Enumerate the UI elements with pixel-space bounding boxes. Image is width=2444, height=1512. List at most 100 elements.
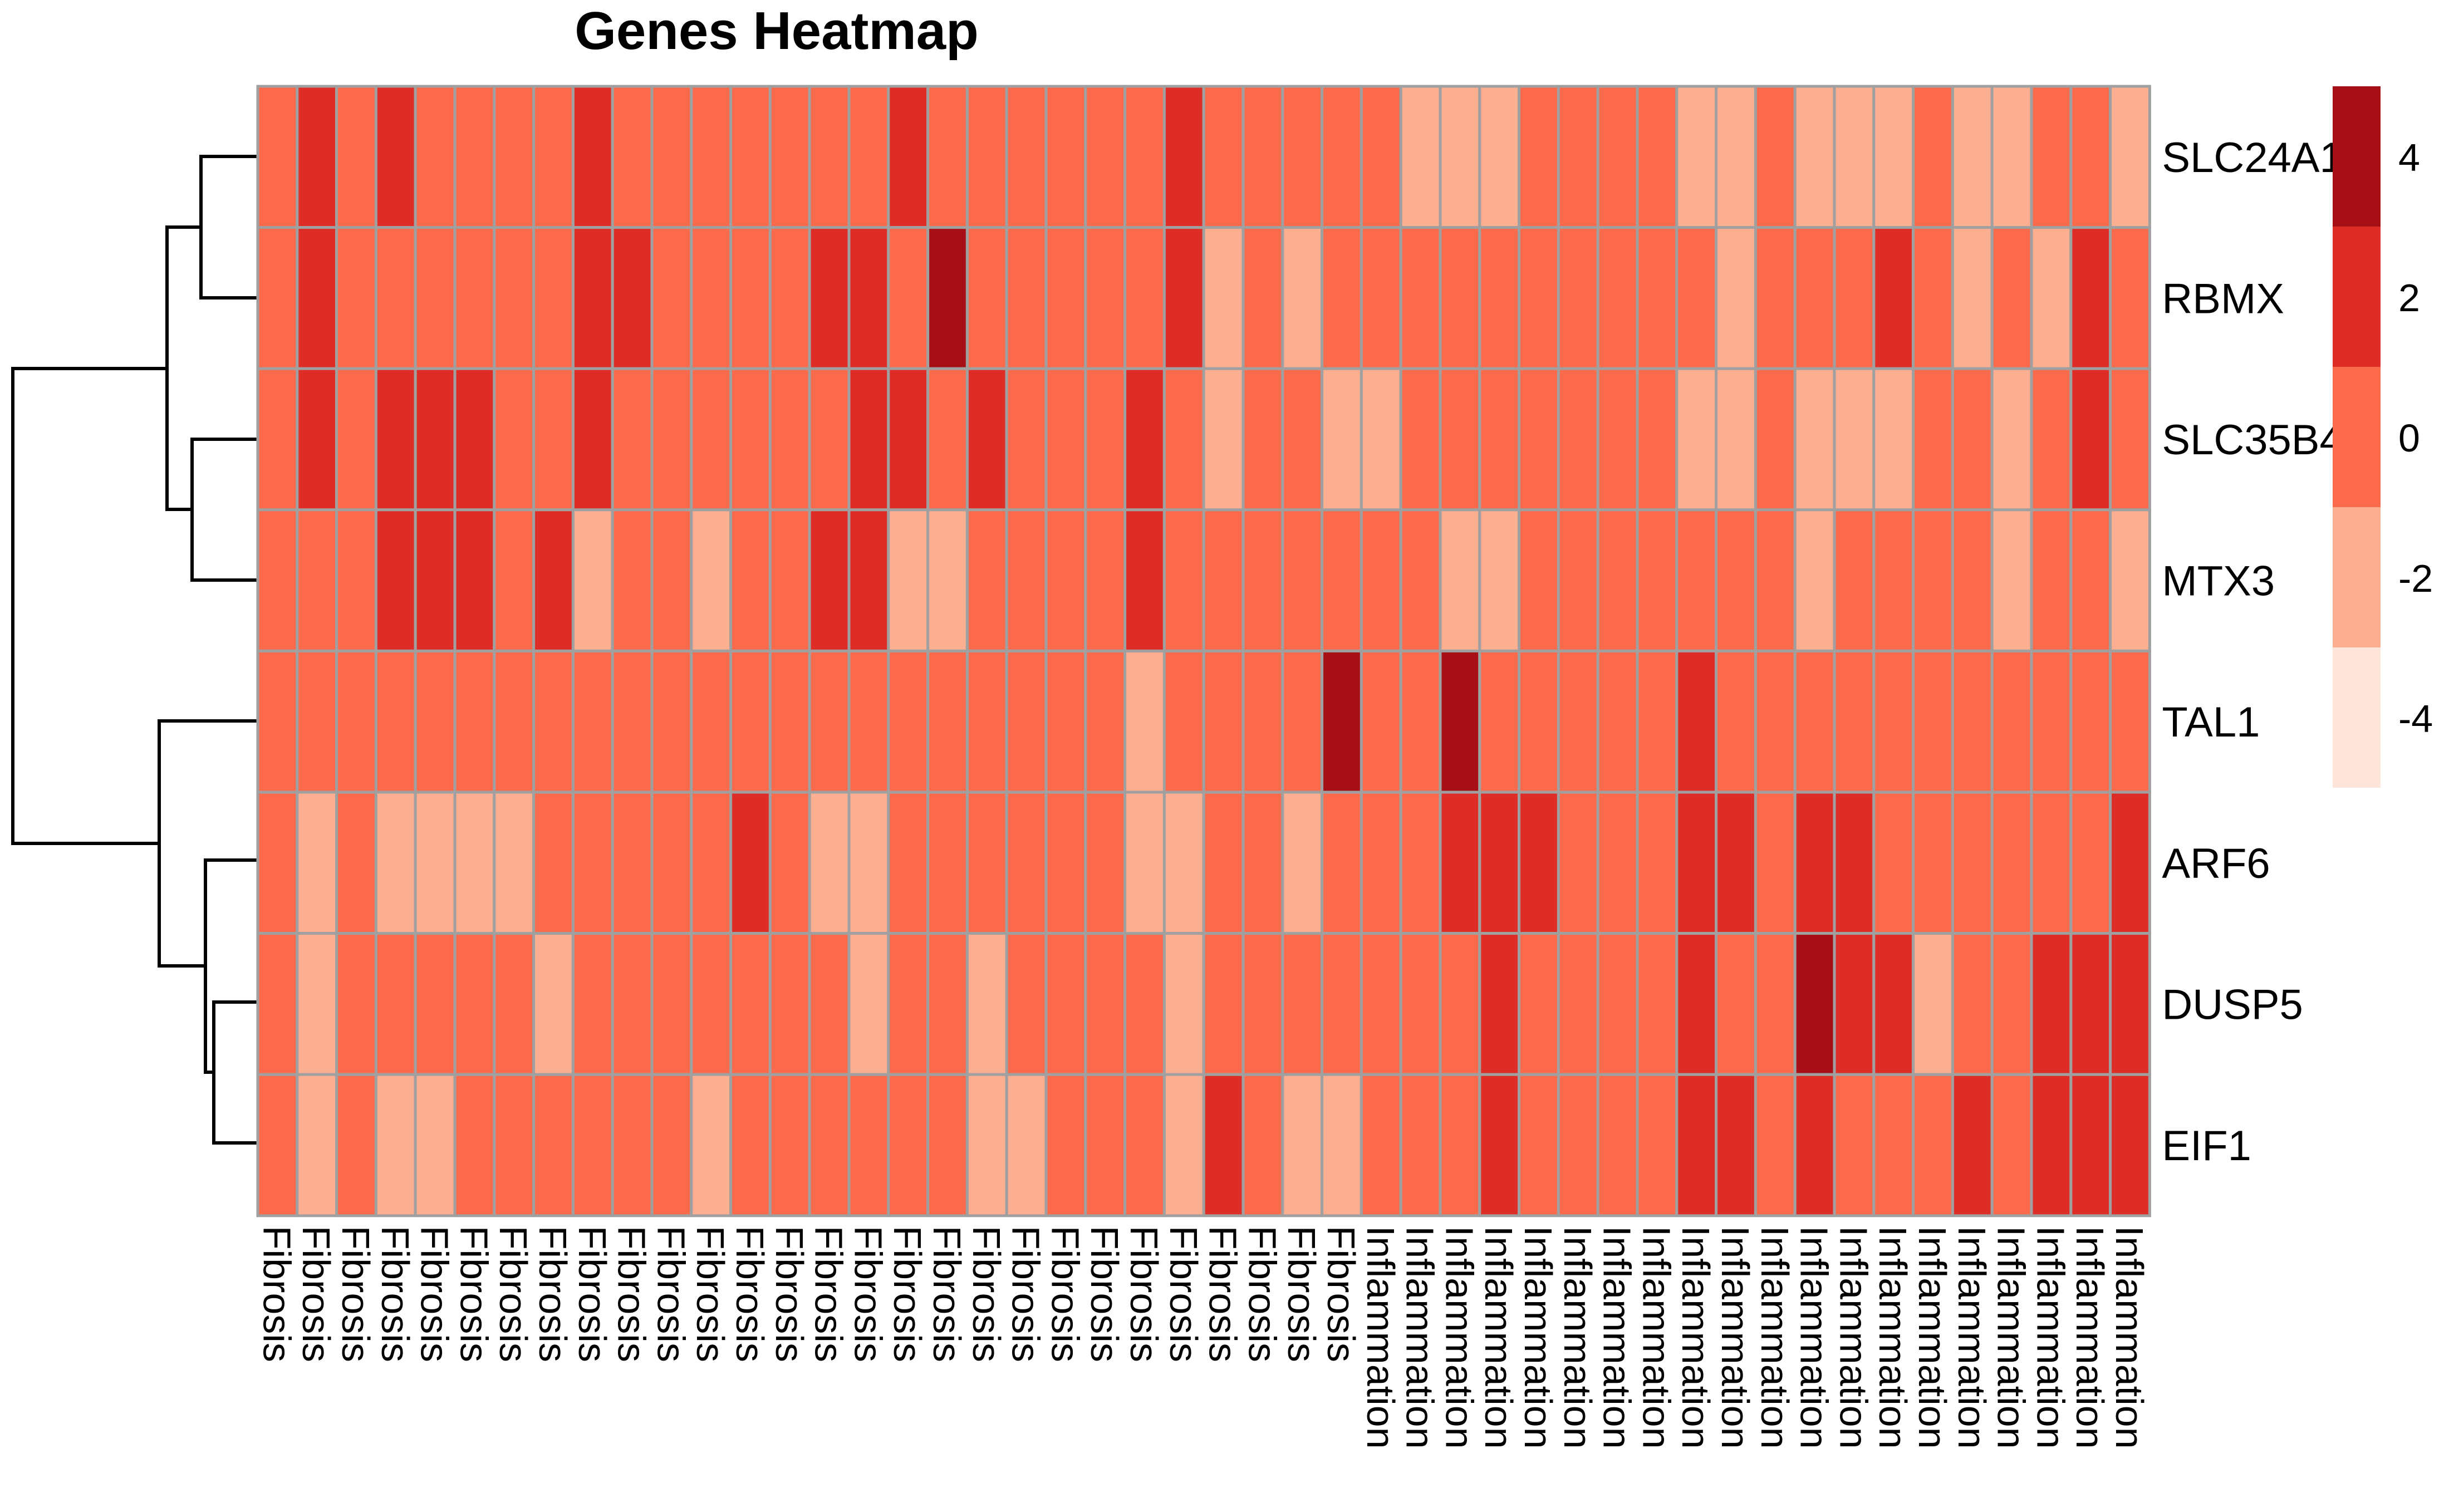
heatmap-cell-slc24a1-col-7 <box>493 85 536 229</box>
heatmap-cell-slc35b4-col-43 <box>1912 367 1954 512</box>
heatmap-cell-slc35b4-col-14 <box>768 367 811 512</box>
heatmap-cell-eif1-col-14 <box>768 1073 811 1218</box>
heatmap-cell-eif1-col-28 <box>1321 1073 1363 1218</box>
heatmap-cell-slc35b4-col-36 <box>1636 367 1679 512</box>
heatmap-cell-slc35b4-col-37 <box>1675 367 1718 512</box>
column-label-38: Inflammation <box>1714 1226 1757 1449</box>
heatmap-cell-arf6-col-41 <box>1833 791 1876 935</box>
heatmap-cell-eif1-col-5 <box>414 1073 457 1218</box>
heatmap-cell-dusp5-col-8 <box>532 932 575 1076</box>
column-label-41: Inflammation <box>1832 1226 1875 1449</box>
column-label-6: Fibrosis <box>452 1226 495 1362</box>
heatmap-cell-slc24a1-col-3 <box>335 85 377 229</box>
heatmap-cell-arf6-col-6 <box>453 791 496 935</box>
heatmap-cell-dusp5-col-38 <box>1715 932 1757 1076</box>
heatmap-cell-slc24a1-col-44 <box>1951 85 1994 229</box>
heatmap-cell-rbmx-col-29 <box>1360 226 1402 370</box>
heatmap-cell-mtx3-col-16 <box>847 508 890 652</box>
heatmap-cell-slc24a1-col-37 <box>1675 85 1718 229</box>
heatmap-cell-slc24a1-col-8 <box>532 85 575 229</box>
heatmap-cell-tal1-col-40 <box>1793 649 1836 794</box>
heatmap-cell-rbmx-col-46 <box>2030 226 2073 370</box>
heatmap-cell-slc35b4-col-23 <box>1123 367 1166 512</box>
heatmap-cell-tal1-col-8 <box>532 649 575 794</box>
heatmap-cell-slc24a1-col-43 <box>1912 85 1954 229</box>
heatmap-cell-mtx3-col-40 <box>1793 508 1836 652</box>
heatmap-cell-slc35b4-col-46 <box>2030 367 2073 512</box>
heatmap-cell-mtx3-col-27 <box>1281 508 1324 652</box>
row-label-mtx3: MTX3 <box>2162 558 2275 605</box>
heatmap-cell-dusp5-col-22 <box>1084 932 1127 1076</box>
heatmap-cell-tal1-col-21 <box>1044 649 1087 794</box>
heatmap-cell-slc24a1-col-22 <box>1084 85 1127 229</box>
heatmap-cell-slc24a1-col-23 <box>1123 85 1166 229</box>
heatmap-cell-dusp5-col-12 <box>690 932 733 1076</box>
heatmap-cell-dusp5-col-17 <box>887 932 930 1076</box>
heatmap-cell-arf6-col-12 <box>690 791 733 935</box>
heatmap-cell-slc35b4-col-8 <box>532 367 575 512</box>
heatmap-cell-arf6-col-27 <box>1281 791 1324 935</box>
heatmap-cell-eif1-col-37 <box>1675 1073 1718 1218</box>
heatmap-cell-rbmx-col-4 <box>374 226 417 370</box>
heatmap-cell-slc35b4-col-16 <box>847 367 890 512</box>
heatmap-cell-slc35b4-col-29 <box>1360 367 1402 512</box>
heatmap-cell-slc35b4-col-1 <box>256 367 299 512</box>
heatmap-cell-slc24a1-col-19 <box>965 85 1008 229</box>
heatmap-cell-slc35b4-col-21 <box>1044 367 1087 512</box>
heatmap-cell-tal1-col-47 <box>2069 649 2112 794</box>
heatmap-cell-eif1-col-6 <box>453 1073 496 1218</box>
heatmap-cell-dusp5-col-3 <box>335 932 377 1076</box>
heatmap-cell-slc24a1-col-41 <box>1833 85 1876 229</box>
heatmap-cell-rbmx-col-2 <box>296 226 338 370</box>
heatmap-cell-rbmx-col-27 <box>1281 226 1324 370</box>
heatmap-cell-eif1-col-46 <box>2030 1073 2073 1218</box>
heatmap-cell-rbmx-col-5 <box>414 226 457 370</box>
heatmap-cell-tal1-col-13 <box>729 649 772 794</box>
heatmap-cell-mtx3-col-21 <box>1044 508 1087 652</box>
heatmap-cell-rbmx-col-34 <box>1557 226 1599 370</box>
heatmap-cell-mtx3-col-25 <box>1202 508 1245 652</box>
heatmap-cell-arf6-col-42 <box>1872 791 1915 935</box>
heatmap-cell-rbmx-col-26 <box>1241 226 1284 370</box>
heatmap-cell-rbmx-col-23 <box>1123 226 1166 370</box>
heatmap-cell-slc24a1-col-48 <box>2109 85 2151 229</box>
heatmap-cell-slc24a1-col-26 <box>1241 85 1284 229</box>
column-label-39: Inflammation <box>1753 1226 1797 1449</box>
heatmap-cell-tal1-col-26 <box>1241 649 1284 794</box>
dendrogram-branch-slc35b4-mtx3 <box>190 438 258 582</box>
heatmap-cell-eif1-col-41 <box>1833 1073 1876 1218</box>
heatmap-cell-slc35b4-col-28 <box>1321 367 1363 512</box>
heatmap-cell-tal1-col-41 <box>1833 649 1876 794</box>
heatmap-cell-dusp5-col-28 <box>1321 932 1363 1076</box>
heatmap-cell-slc24a1-col-17 <box>887 85 930 229</box>
heatmap-cell-arf6-col-11 <box>650 791 693 935</box>
heatmap-cell-rbmx-col-19 <box>965 226 1008 370</box>
heatmap-cell-tal1-col-33 <box>1518 649 1560 794</box>
heatmap-cell-eif1-col-20 <box>1005 1073 1048 1218</box>
heatmap-cell-slc35b4-col-13 <box>729 367 772 512</box>
heatmap-cell-mtx3-col-32 <box>1478 508 1521 652</box>
heatmap-cell-eif1-col-45 <box>1990 1073 2033 1218</box>
column-label-8: Fibrosis <box>531 1226 575 1362</box>
legend-swatch-5 <box>2333 647 2381 788</box>
heatmap-cell-arf6-col-32 <box>1478 791 1521 935</box>
heatmap-cell-rbmx-col-47 <box>2069 226 2112 370</box>
heatmap-cell-arf6-col-8 <box>532 791 575 935</box>
heatmap-cell-tal1-col-29 <box>1360 649 1402 794</box>
heatmap-cell-tal1-col-46 <box>2030 649 2073 794</box>
heatmap-cell-arf6-col-3 <box>335 791 377 935</box>
heatmap-cell-arf6-col-31 <box>1439 791 1481 935</box>
column-label-10: Fibrosis <box>610 1226 654 1362</box>
heatmap-cell-tal1-col-2 <box>296 649 338 794</box>
heatmap-cell-slc24a1-col-30 <box>1399 85 1442 229</box>
heatmap-cell-tal1-col-14 <box>768 649 811 794</box>
heatmap-cell-rbmx-col-9 <box>571 226 614 370</box>
heatmap-cell-arf6-col-38 <box>1715 791 1757 935</box>
column-label-12: Fibrosis <box>689 1226 732 1362</box>
heatmap-cell-tal1-col-23 <box>1123 649 1166 794</box>
heatmap-cell-rbmx-col-22 <box>1084 226 1127 370</box>
heatmap-cell-rbmx-col-11 <box>650 226 693 370</box>
heatmap-cell-mtx3-col-38 <box>1715 508 1757 652</box>
heatmap-cell-slc24a1-col-31 <box>1439 85 1481 229</box>
